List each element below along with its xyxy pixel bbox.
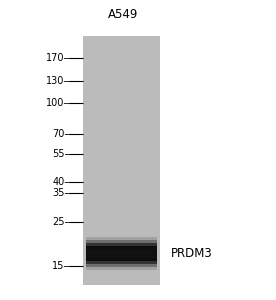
Text: 35—: 35— (52, 188, 75, 198)
Bar (86, 240, 157, 267)
Bar (86, 246, 157, 261)
Text: 130—: 130— (46, 76, 75, 86)
Bar (86, 243, 157, 264)
Text: 170—: 170— (46, 53, 75, 63)
Text: PRDM3: PRDM3 (171, 247, 213, 260)
Text: 25—: 25— (52, 217, 75, 227)
Bar (86, 249, 157, 258)
Text: 15—: 15— (52, 261, 75, 271)
Text: 40—: 40— (52, 177, 75, 187)
Bar (83, 36, 160, 285)
Text: 55—: 55— (52, 149, 75, 160)
Text: A549: A549 (108, 8, 138, 21)
Bar (86, 237, 157, 270)
Text: 70—: 70— (52, 129, 75, 139)
Text: 100—: 100— (46, 98, 75, 108)
